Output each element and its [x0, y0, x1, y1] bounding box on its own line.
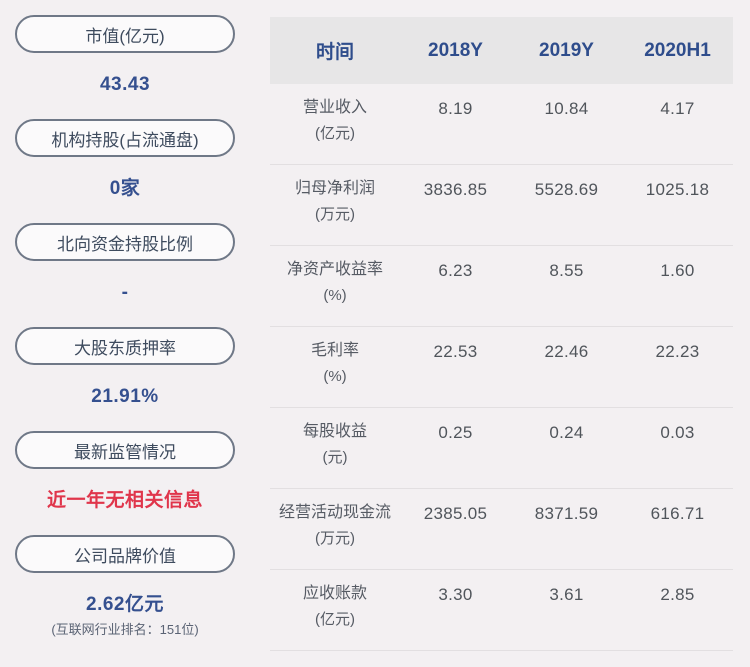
cell-value: 8.19 — [438, 99, 473, 118]
row-name: 净资产收益率 — [286, 261, 383, 278]
northbound-holding-value: - — [121, 282, 129, 303]
row-label: 应收账款 (亿元) — [270, 570, 400, 650]
row-unit: (亿元) — [315, 125, 355, 142]
table-header-row: 时间 2018Y 2019Y 2020H1 — [270, 17, 733, 84]
brand-value-value: 2.62亿元 — [86, 594, 164, 615]
cell-value: 22.53 — [433, 342, 478, 361]
row-label: 净资产收益率 (%) — [270, 246, 400, 326]
row-label: 每股收益 (元) — [270, 408, 400, 488]
sidebar-item-regulatory-status: 最新监管情况 近一年无相关信息 — [15, 431, 235, 535]
cell-value: 22.23 — [655, 342, 700, 361]
northbound-holding-pill[interactable]: 北向资金持股比例 — [15, 223, 235, 261]
row-label: 毛利率 (%) — [270, 327, 400, 407]
cell-value: 8.55 — [549, 261, 584, 280]
cell-value: 8371.59 — [534, 504, 599, 523]
row-name: 营业收入 — [302, 99, 367, 116]
row-name: 应收账款 — [302, 585, 367, 602]
cell-value: 0.03 — [660, 423, 695, 442]
institutional-holding-pill[interactable]: 机构持股(占流通盘) — [15, 119, 235, 157]
regulatory-status-pill[interactable]: 最新监管情况 — [15, 431, 235, 469]
cell-value: 22.46 — [544, 342, 589, 361]
cell-value: 1025.18 — [645, 180, 710, 199]
cell-value: 5528.69 — [534, 180, 599, 199]
row-unit: (万元) — [315, 206, 355, 223]
pledge-ratio-value: 21.91% — [91, 386, 159, 407]
cell-value: 10.84 — [544, 99, 589, 118]
table-row-roe: 净资产收益率 (%) 6.23 8.55 1.60 — [270, 246, 733, 327]
row-label: 归母净利润 (万元) — [270, 165, 400, 245]
row-label: 经营活动现金流 (万元) — [270, 489, 400, 569]
market-cap-value: 43.43 — [99, 74, 151, 95]
sidebar-item-institutional-holding: 机构持股(占流通盘) 0家 — [15, 119, 235, 223]
row-unit: (%) — [323, 287, 347, 304]
table-row-net-profit: 归母净利润 (万元) 3836.85 5528.69 1025.18 — [270, 165, 733, 246]
row-name: 每股收益 — [302, 423, 367, 440]
sidebar-item-northbound-holding: 北向资金持股比例 - — [15, 223, 235, 327]
row-label: 营业收入 (亿元) — [270, 84, 400, 164]
table-header-2018y: 2018Y — [428, 39, 483, 61]
table-header-2020h1: 2020H1 — [644, 39, 711, 61]
cell-value: 3.30 — [438, 585, 473, 604]
cell-value: 3.61 — [549, 585, 584, 604]
brand-value-rank-note: (互联网行业排名：151位) — [51, 622, 199, 637]
row-unit: (亿元) — [315, 611, 355, 628]
row-name: 毛利率 — [310, 342, 359, 359]
sidebar: 市值(亿元) 43.43 机构持股(占流通盘) 0家 北向资金持股比例 - 大股… — [15, 15, 235, 639]
financial-table: 时间 2018Y 2019Y 2020H1 营业收入 (亿元) 8.19 10.… — [270, 17, 733, 651]
cell-value: 4.17 — [660, 99, 695, 118]
table-header-2019y: 2019Y — [539, 39, 594, 61]
cell-value: 3836.85 — [423, 180, 488, 199]
table-row-operating-cash-flow: 经营活动现金流 (万元) 2385.05 8371.59 616.71 — [270, 489, 733, 570]
cell-value: 2.85 — [660, 585, 695, 604]
brand-value-pill[interactable]: 公司品牌价值 — [15, 535, 235, 573]
cell-value: 6.23 — [438, 261, 473, 280]
sidebar-item-market-cap: 市值(亿元) 43.43 — [15, 15, 235, 119]
row-unit: (%) — [323, 368, 347, 385]
table-row-eps: 每股收益 (元) 0.25 0.24 0.03 — [270, 408, 733, 489]
regulatory-status-value: 近一年无相关信息 — [46, 490, 203, 511]
row-name: 归母净利润 — [294, 180, 375, 197]
row-unit: (元) — [322, 449, 348, 466]
cell-value: 1.60 — [660, 261, 695, 280]
row-unit: (万元) — [315, 530, 355, 547]
cell-value: 2385.05 — [423, 504, 488, 523]
cell-value: 616.71 — [650, 504, 705, 523]
institutional-holding-value: 0家 — [109, 178, 141, 199]
pledge-ratio-pill[interactable]: 大股东质押率 — [15, 327, 235, 365]
row-name: 经营活动现金流 — [278, 504, 391, 521]
sidebar-item-pledge-ratio: 大股东质押率 21.91% — [15, 327, 235, 431]
table-row-gross-margin: 毛利率 (%) 22.53 22.46 22.23 — [270, 327, 733, 408]
sidebar-item-brand-value: 公司品牌价值 2.62亿元 (互联网行业排名：151位) — [15, 535, 235, 639]
table-row-revenue: 营业收入 (亿元) 8.19 10.84 4.17 — [270, 84, 733, 165]
table-header-time: 时间 — [315, 42, 354, 63]
cell-value: 0.25 — [438, 423, 473, 442]
cell-value: 0.24 — [549, 423, 584, 442]
table-row-accounts-receivable: 应收账款 (亿元) 3.30 3.61 2.85 — [270, 570, 733, 651]
market-cap-pill[interactable]: 市值(亿元) — [15, 15, 235, 53]
